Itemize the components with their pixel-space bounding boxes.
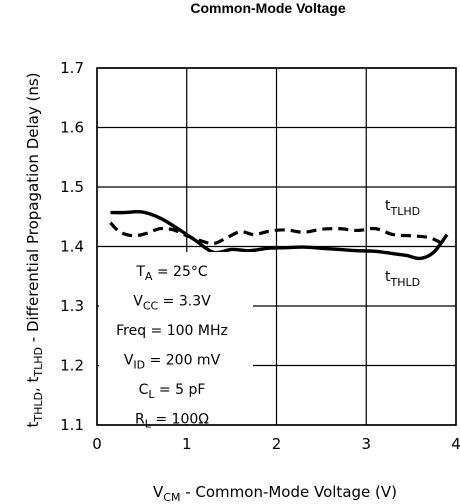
test-conditions: TA = 25°C VCC = 3.3V Freq = 100 MHz VID = 2… bbox=[99, 252, 253, 431]
x-tick-label: 4 bbox=[451, 435, 460, 453]
y-tick-label: 1.4 bbox=[60, 238, 84, 256]
series-line-ttlhd bbox=[109, 221, 444, 246]
condition-line: RL = 100Ω bbox=[135, 412, 209, 431]
y-tick-labels: 1.1 1.2 1.3 1.4 1.5 1.6 1.7 bbox=[60, 59, 84, 434]
series-lines bbox=[109, 209, 449, 261]
condition-line: VID = 200 mV bbox=[124, 353, 221, 372]
x-axis-label: VCM - Common-Mode Voltage (V) bbox=[153, 483, 397, 504]
x-tick-label: 3 bbox=[361, 435, 371, 453]
x-tick-label: 2 bbox=[272, 435, 282, 453]
condition-line: Freq = 100 MHz bbox=[116, 323, 228, 339]
x-tick-labels: 0 1 2 3 4 bbox=[92, 435, 460, 453]
y-tick-label: 1.2 bbox=[60, 357, 84, 375]
series-label-tlhd: tTLHD bbox=[385, 198, 420, 218]
condition-line: CL = 5 pF bbox=[139, 382, 206, 401]
y-tick-label: 1.6 bbox=[60, 119, 84, 137]
y-tick-label: 1.5 bbox=[60, 178, 84, 196]
conditions-box bbox=[99, 252, 253, 424]
condition-line: VCC = 3.3V bbox=[133, 294, 211, 313]
plot-frame bbox=[96, 67, 457, 426]
series-line-tthld bbox=[110, 209, 449, 261]
x-tick-label: 1 bbox=[182, 435, 192, 453]
y-tick-label: 1.1 bbox=[60, 416, 84, 434]
y-tick-label: 1.7 bbox=[60, 59, 84, 77]
grid bbox=[96, 67, 457, 426]
condition-line: TA = 25°C bbox=[135, 264, 208, 283]
y-tick-label: 1.3 bbox=[60, 297, 84, 315]
chart-title: Common-Mode Voltage bbox=[190, 0, 346, 16]
x-tick-label: 0 bbox=[92, 435, 102, 453]
y-axis-label: tTHLD, tTLHD - Differential Propagation … bbox=[24, 72, 45, 427]
series-label-thld: tTHLD bbox=[385, 269, 420, 289]
